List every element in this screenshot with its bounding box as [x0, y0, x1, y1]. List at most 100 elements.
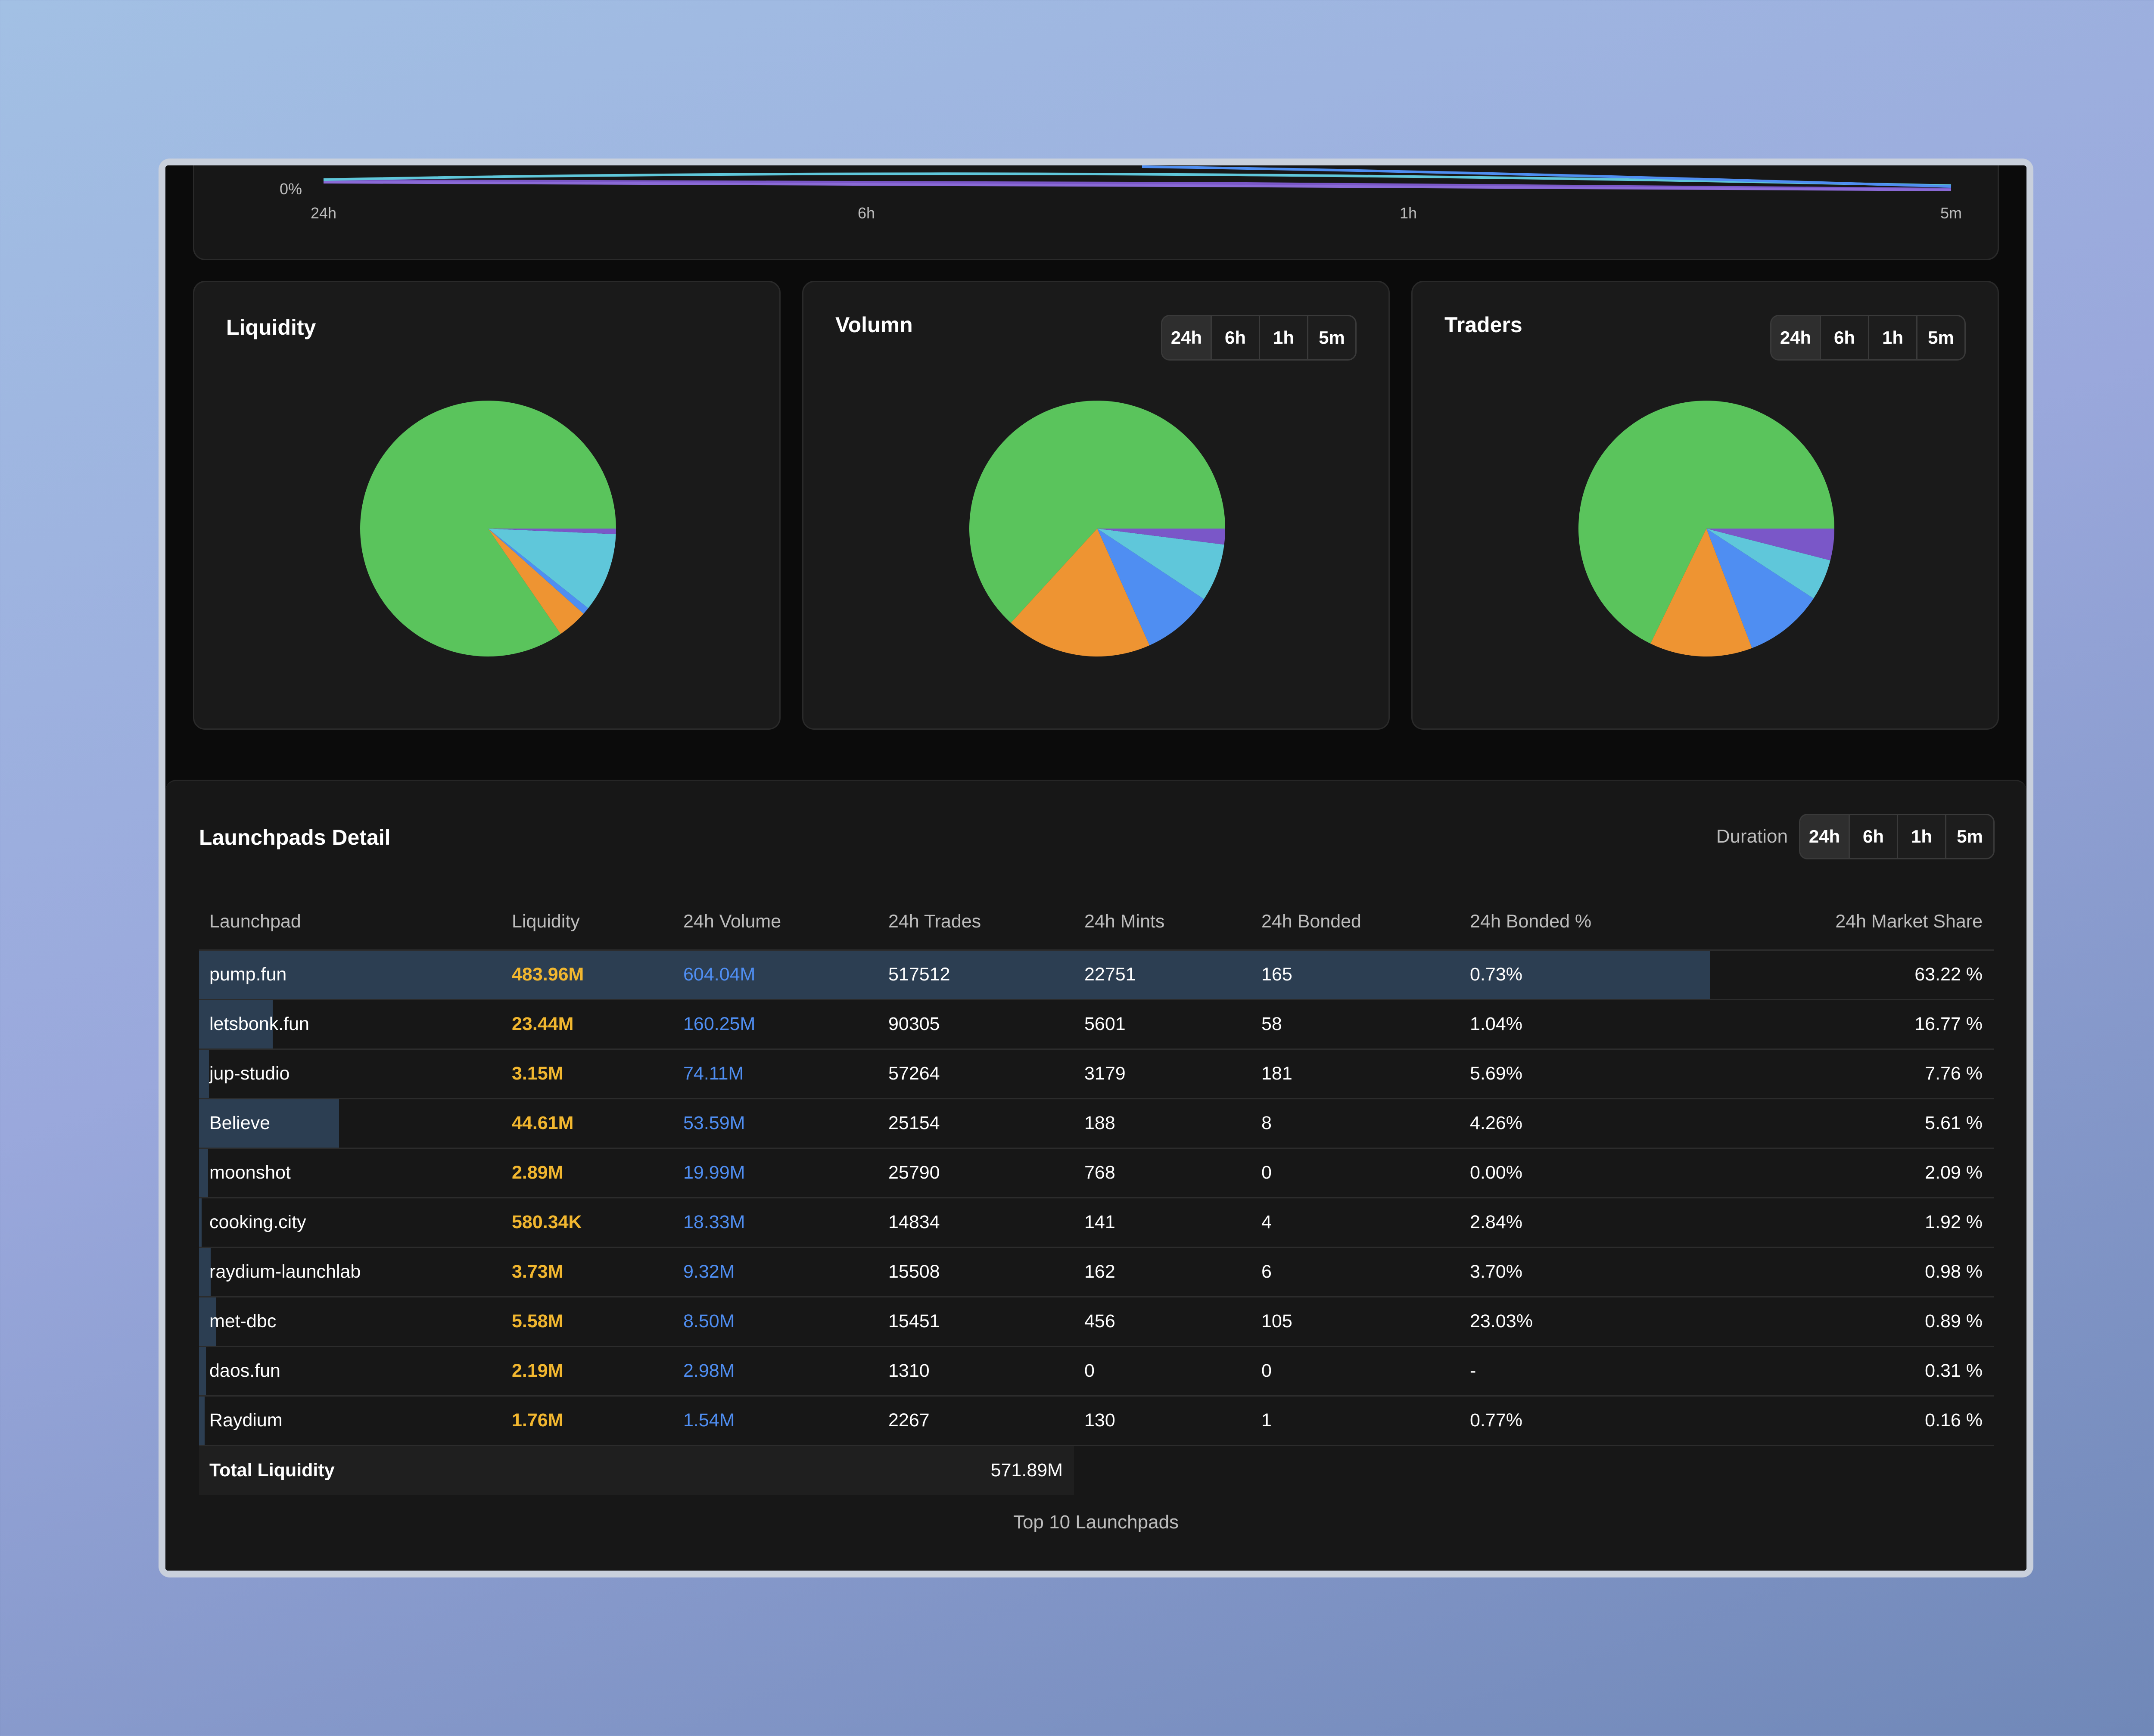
- volume-cell: 2.98M: [673, 1346, 878, 1397]
- table-row[interactable]: Believe 44.61M 53.59M 25154 188 8 4.26% 5.61 %: [199, 1098, 1994, 1149]
- duration-toggle-24h[interactable]: 24h: [1800, 815, 1849, 858]
- mints-cell: 0: [1074, 1346, 1251, 1397]
- traders-pie-chart: [1578, 401, 1834, 656]
- table-row[interactable]: raydium-launchlab 3.73M 9.32M 15508 162 6 3.70…: [199, 1247, 1994, 1297]
- pie-slice[interactable]: [488, 529, 616, 608]
- traders-card: Traders 24h 6h 1h 5m: [1411, 281, 1999, 730]
- launchpad-name[interactable]: Raydium: [209, 1410, 283, 1431]
- pie-slice[interactable]: [1706, 529, 1830, 599]
- market-share-cell: 0.31 %: [1684, 1346, 1994, 1397]
- pie-slice[interactable]: [1011, 529, 1150, 656]
- pie-slice[interactable]: [969, 401, 1225, 623]
- table-row[interactable]: pump.fun 483.96M 604.04M 517512 22751 165 0.73…: [199, 950, 1994, 1000]
- trend-y-tick-label: 0%: [280, 180, 302, 198]
- pie-slice[interactable]: [488, 529, 588, 614]
- column-header-market-share[interactable]: 24h Market Share: [1684, 894, 1994, 951]
- launchpad-name[interactable]: moonshot: [209, 1162, 291, 1183]
- trend-series-line: [323, 181, 1952, 191]
- launchpad-name-cell: letsbonk.fun: [199, 999, 501, 1050]
- duration-toggle-5m[interactable]: 5m: [1945, 815, 1993, 858]
- liquidity-share-bar: [199, 1297, 217, 1346]
- table-row[interactable]: jup-studio 3.15M 74.11M 57264 3179 181 5.69% 7.…: [199, 1049, 1994, 1099]
- traders-toggle-6h[interactable]: 6h: [1820, 316, 1868, 359]
- column-header-bonded-pct[interactable]: 24h Bonded %: [1460, 894, 1684, 951]
- column-header-volume[interactable]: 24h Volume: [673, 894, 878, 951]
- liquidity-card: Liquidity: [193, 281, 781, 730]
- traders-toggle-24h[interactable]: 24h: [1771, 316, 1820, 359]
- launchpad-name-cell: Believe: [199, 1098, 501, 1149]
- launchpad-name-cell: cooking.city: [199, 1198, 501, 1248]
- launchpad-name[interactable]: jup-studio: [209, 1063, 290, 1084]
- trades-cell: 90305: [878, 999, 1074, 1050]
- pie-slice[interactable]: [1097, 529, 1224, 599]
- liquidity-cell: 23.44M: [501, 999, 673, 1050]
- volumn-toggle-5m[interactable]: 5m: [1307, 316, 1355, 359]
- launchpad-name[interactable]: daos.fun: [209, 1360, 280, 1381]
- bonded-pct-cell: -: [1460, 1346, 1684, 1397]
- bonded-cell: 8: [1251, 1098, 1460, 1149]
- launchpad-name[interactable]: letsbonk.fun: [209, 1014, 309, 1034]
- pie-slice[interactable]: [1706, 529, 1834, 560]
- liquidity-cell: 2.19M: [501, 1346, 673, 1397]
- table-row[interactable]: moonshot 2.89M 19.99M 25790 768 0 0.00% 2.09 %: [199, 1148, 1994, 1198]
- total-row-spacer: [1074, 1445, 1994, 1495]
- trades-cell: 1310: [878, 1346, 1074, 1397]
- detail-title: Launchpads Detail: [199, 825, 391, 849]
- column-header-bonded[interactable]: 24h Bonded: [1251, 894, 1460, 951]
- trades-cell: 517512: [878, 950, 1074, 1000]
- bonded-cell: 4: [1251, 1198, 1460, 1248]
- column-header-trades[interactable]: 24h Trades: [878, 894, 1074, 951]
- launchpad-name[interactable]: pump.fun: [209, 964, 287, 985]
- liquidity-share-bar: [199, 1049, 209, 1098]
- volumn-toggle-24h[interactable]: 24h: [1162, 316, 1211, 359]
- card-title: Liquidity: [226, 315, 316, 339]
- launchpad-name-cell: Raydium: [199, 1396, 501, 1446]
- traders-toggle-1h[interactable]: 1h: [1868, 316, 1916, 359]
- table-caption: Top 10 Launchpads: [1013, 1512, 1179, 1533]
- launchpad-name[interactable]: raydium-launchlab: [209, 1261, 361, 1282]
- liquidity-share-bar: [199, 1148, 208, 1197]
- liquidity-cell: 483.96M: [501, 950, 673, 1000]
- volume-cell: 9.32M: [673, 1247, 878, 1297]
- trades-cell: 15508: [878, 1247, 1074, 1297]
- market-share-cell: 0.89 %: [1684, 1297, 1994, 1347]
- volumn-toggle-6h[interactable]: 6h: [1211, 316, 1259, 359]
- table-row[interactable]: letsbonk.fun 23.44M 160.25M 90305 5601 58 1.04…: [199, 999, 1994, 1050]
- trend-chart-card: 24h 6h 1h 5m 0%: [193, 165, 1999, 260]
- trend-x-tick-label: 5m: [1940, 204, 1962, 222]
- bonded-pct-cell: 5.69%: [1460, 1049, 1684, 1099]
- duration-toggle-6h[interactable]: 6h: [1849, 815, 1897, 858]
- pie-slice[interactable]: [1097, 529, 1204, 646]
- volumn-duration-toggle: 24h 6h 1h 5m: [1161, 315, 1357, 361]
- pie-slice[interactable]: [360, 400, 616, 656]
- pie-slice[interactable]: [1097, 529, 1225, 545]
- table-row[interactable]: cooking.city 580.34K 18.33M 14834 141 4 2.84% 1…: [199, 1198, 1994, 1248]
- trades-cell: 25790: [878, 1148, 1074, 1198]
- launchpads-table: Launchpad Liquidity 24h Volume 24h Trade…: [199, 894, 1994, 1495]
- bonded-pct-cell: 2.84%: [1460, 1198, 1684, 1248]
- bonded-pct-cell: 0.77%: [1460, 1396, 1684, 1446]
- traders-toggle-5m[interactable]: 5m: [1916, 316, 1964, 359]
- volume-cell: 604.04M: [673, 950, 878, 1000]
- launchpad-name[interactable]: Believe: [209, 1113, 271, 1133]
- volumn-toggle-1h[interactable]: 1h: [1259, 316, 1307, 359]
- table-row[interactable]: Raydium 1.76M 1.54M 2267 130 1 0.77% 0.16 %: [199, 1396, 1994, 1446]
- trend-x-tick-label: 6h: [858, 204, 875, 222]
- column-header-mints[interactable]: 24h Mints: [1074, 894, 1251, 951]
- launchpad-name[interactable]: cooking.city: [209, 1212, 306, 1232]
- market-share-cell: 7.76 %: [1684, 1049, 1994, 1099]
- duration-toggle-1h[interactable]: 1h: [1897, 815, 1945, 858]
- table-row[interactable]: daos.fun 2.19M 2.98M 1310 0 0-0.31 %: [199, 1346, 1994, 1397]
- bonded-pct-cell: 3.70%: [1460, 1247, 1684, 1297]
- pie-slice[interactable]: [1706, 529, 1814, 648]
- card-title: Volumn: [835, 313, 913, 337]
- column-header-launchpad[interactable]: Launchpad: [199, 894, 501, 951]
- column-header-liquidity[interactable]: Liquidity: [501, 894, 673, 951]
- table-row[interactable]: met-dbc 5.58M 8.50M 15451 456 105 23.03% 0.89 %: [199, 1297, 1994, 1347]
- pie-slice[interactable]: [1650, 529, 1752, 656]
- pie-slice[interactable]: [488, 529, 616, 535]
- pie-slice[interactable]: [488, 529, 584, 634]
- bonded-cell: 6: [1251, 1247, 1460, 1297]
- launchpad-name[interactable]: met-dbc: [209, 1311, 277, 1332]
- pie-slice[interactable]: [1578, 401, 1834, 644]
